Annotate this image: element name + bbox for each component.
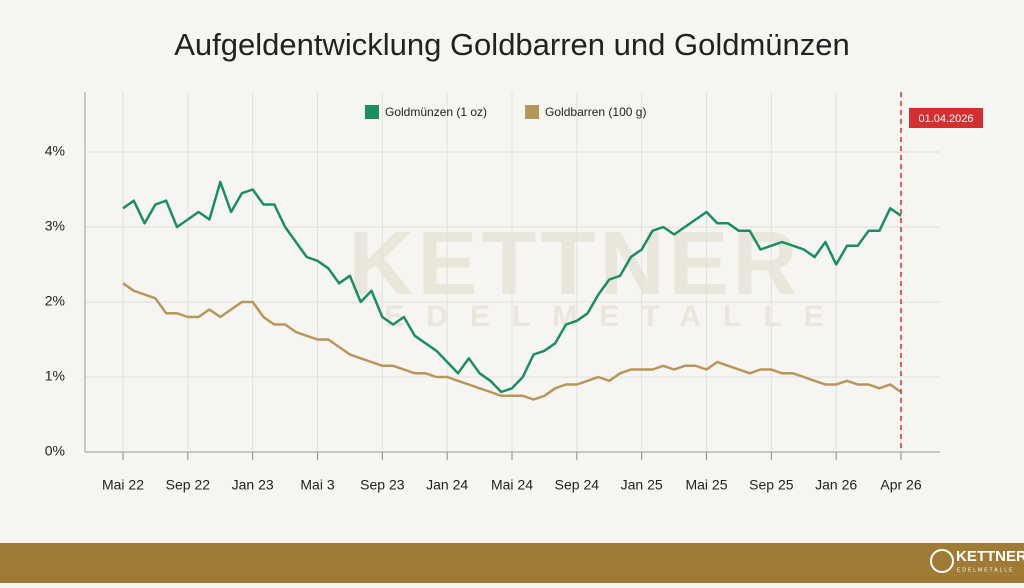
- x-tick-label: Mai 24: [491, 477, 533, 493]
- footer-logo: KETTNER: [956, 548, 1024, 565]
- footer-logo-sub: EDELMETALLE: [957, 567, 1014, 573]
- x-tick-label: Mai 3: [300, 477, 334, 493]
- x-tick-label: Jan 25: [621, 477, 663, 493]
- legend-label: Goldmünzen (1 oz): [385, 105, 487, 119]
- x-tick-label: Apr 26: [880, 477, 921, 493]
- chart-title: Aufgeldentwicklung Goldbarren und Goldmü…: [174, 27, 850, 62]
- watermark-sub: EDELMETALLE: [384, 300, 845, 333]
- x-tick-label: Jan 24: [426, 477, 468, 493]
- legend-label: Goldbarren (100 g): [545, 105, 646, 119]
- x-tick-label: Mai 22: [102, 477, 144, 493]
- x-tick-label: Sep 25: [749, 477, 794, 493]
- y-tick-label: 1%: [45, 368, 65, 384]
- x-tick-label: Sep 23: [360, 477, 405, 493]
- logo-icon: [930, 549, 954, 573]
- footer-bar: [0, 543, 1024, 583]
- x-tick-label: Jan 23: [232, 477, 274, 493]
- y-tick-label: 2%: [45, 293, 65, 309]
- data-line: [122, 180, 902, 394]
- annotation-box: [909, 108, 983, 128]
- annotation-label: 01.04.2026: [918, 113, 973, 125]
- x-tick-label: Mai 25: [685, 477, 727, 493]
- y-tick-label: 3%: [45, 218, 65, 234]
- watermark: KETTNER: [349, 214, 802, 314]
- x-tick-label: Sep 22: [166, 477, 211, 493]
- x-tick-label: Jan 26: [815, 477, 857, 493]
- data-line: [122, 282, 902, 401]
- y-tick-label: 0%: [45, 443, 65, 459]
- x-tick-label: Sep 24: [555, 477, 600, 493]
- legend-swatch: [365, 105, 379, 119]
- legend-swatch: [525, 105, 540, 119]
- y-tick-label: 4%: [45, 143, 65, 159]
